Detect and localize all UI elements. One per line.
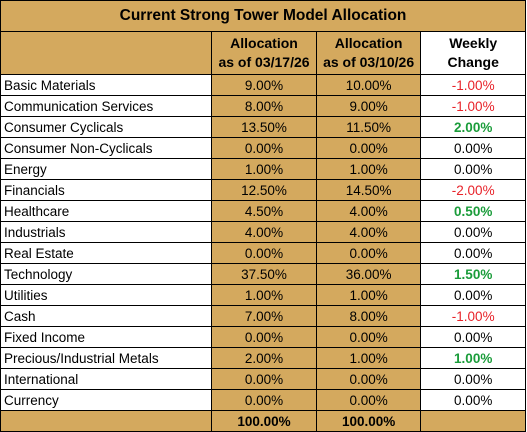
sector-name: Utilities: [0, 284, 213, 306]
allocation-current: 2.00%: [211, 347, 317, 369]
weekly-change: 1.50%: [420, 263, 526, 285]
table-row: Financials 12.50% 14.50% -2.00%: [0, 179, 526, 201]
header-allocation-previous: Allocation as of 03/10/26: [315, 31, 422, 75]
allocation-previous: 4.00%: [315, 221, 422, 243]
allocation-current: 12.50%: [211, 179, 317, 201]
allocation-previous: 1.00%: [315, 158, 422, 180]
weekly-change: 0.00%: [420, 368, 526, 390]
weekly-change: 2.00%: [420, 116, 526, 138]
allocation-previous: 0.00%: [315, 389, 422, 411]
header-b-line2: as of 03/10/26: [323, 54, 415, 70]
allocation-current: 9.00%: [211, 74, 317, 96]
allocation-previous: 1.00%: [315, 284, 422, 306]
header-row: Allocation as of 03/17/26 Allocation as …: [0, 31, 526, 75]
allocation-previous: 1.00%: [315, 347, 422, 369]
table-row: Basic Materials 9.00% 10.00% -1.00%: [0, 74, 526, 96]
sector-name: Healthcare: [0, 200, 213, 222]
allocation-previous: 9.00%: [315, 95, 422, 117]
allocation-current: 13.50%: [211, 116, 317, 138]
sector-name: Industrials: [0, 221, 213, 243]
sector-name: Basic Materials: [0, 74, 213, 96]
table-row: Real Estate 0.00% 0.00% 0.00%: [0, 242, 526, 264]
allocation-previous: 10.00%: [315, 74, 422, 96]
total-label-cell: [0, 410, 213, 432]
sector-name: Precious/Industrial Metals: [0, 347, 213, 369]
table-row: Consumer Cyclicals 13.50% 11.50% 2.00%: [0, 116, 526, 138]
sector-name: Energy: [0, 158, 213, 180]
header-allocation-current: Allocation as of 03/17/26: [211, 31, 317, 75]
allocation-current: 4.00%: [211, 221, 317, 243]
weekly-change: -2.00%: [420, 179, 526, 201]
allocation-current: 1.00%: [211, 284, 317, 306]
weekly-change: 0.50%: [420, 200, 526, 222]
allocation-current: 0.00%: [211, 389, 317, 411]
sector-name: Fixed Income: [0, 326, 213, 348]
allocation-previous: 8.00%: [315, 305, 422, 327]
weekly-change: -1.00%: [420, 305, 526, 327]
table-row: Utilities 1.00% 1.00% 0.00%: [0, 284, 526, 306]
allocation-previous: 4.00%: [315, 200, 422, 222]
weekly-change: 0.00%: [420, 389, 526, 411]
total-b: 100.00%: [315, 410, 422, 432]
table-row: International 0.00% 0.00% 0.00%: [0, 368, 526, 390]
table-row: Industrials 4.00% 4.00% 0.00%: [0, 221, 526, 243]
header-c-line2: Change: [447, 54, 499, 70]
table-row: Consumer Non-Cyclicals 0.00% 0.00% 0.00%: [0, 137, 526, 159]
table-row: Cash 7.00% 8.00% -1.00%: [0, 305, 526, 327]
table-row: Healthcare 4.50% 4.00% 0.50%: [0, 200, 526, 222]
allocation-current: 4.50%: [211, 200, 317, 222]
allocation-current: 0.00%: [211, 368, 317, 390]
header-sector: [0, 31, 213, 75]
sector-name: Technology: [0, 263, 213, 285]
sector-name: Real Estate: [0, 242, 213, 264]
sector-name: Consumer Non-Cyclicals: [0, 137, 213, 159]
allocation-current: 0.00%: [211, 137, 317, 159]
table-row: Fixed Income 0.00% 0.00% 0.00%: [0, 326, 526, 348]
allocation-previous: 0.00%: [315, 137, 422, 159]
total-change-cell: [420, 410, 526, 432]
allocation-current: 37.50%: [211, 263, 317, 285]
allocation-previous: 14.50%: [315, 179, 422, 201]
weekly-change: 0.00%: [420, 242, 526, 264]
allocation-current: 7.00%: [211, 305, 317, 327]
allocation-previous: 36.00%: [315, 263, 422, 285]
weekly-change: 0.00%: [420, 221, 526, 243]
header-b-line1: Allocation: [334, 35, 403, 51]
header-c-line1: Weekly: [449, 35, 498, 51]
sector-name: Financials: [0, 179, 213, 201]
title-row: Current Strong Tower Model Allocation: [0, 0, 526, 32]
total-row: 100.00% 100.00%: [0, 410, 526, 432]
sector-name: Consumer Cyclicals: [0, 116, 213, 138]
weekly-change: -1.00%: [420, 74, 526, 96]
weekly-change: 0.00%: [420, 158, 526, 180]
table-row: Technology 37.50% 36.00% 1.50%: [0, 263, 526, 285]
header-weekly-change: Weekly Change: [420, 31, 526, 75]
header-a-line2: as of 03/17/26: [218, 54, 310, 70]
sector-name: Cash: [0, 305, 213, 327]
total-a: 100.00%: [211, 410, 317, 432]
weekly-change: 1.00%: [420, 347, 526, 369]
table-title: Current Strong Tower Model Allocation: [0, 0, 526, 32]
table-row: Precious/Industrial Metals 2.00% 1.00% 1.00…: [0, 347, 526, 369]
weekly-change: 0.00%: [420, 326, 526, 348]
sector-name: International: [0, 368, 213, 390]
allocation-previous: 11.50%: [315, 116, 422, 138]
allocation-current: 0.00%: [211, 326, 317, 348]
weekly-change: -1.00%: [420, 95, 526, 117]
allocation-current: 1.00%: [211, 158, 317, 180]
allocation-previous: 0.00%: [315, 368, 422, 390]
sector-name: Currency: [0, 389, 213, 411]
allocation-previous: 0.00%: [315, 242, 422, 264]
weekly-change: 0.00%: [420, 284, 526, 306]
table-row: Currency 0.00% 0.00% 0.00%: [0, 389, 526, 411]
weekly-change: 0.00%: [420, 137, 526, 159]
table-row: Communication Services 8.00% 9.00% -1.00%: [0, 95, 526, 117]
allocation-current: 8.00%: [211, 95, 317, 117]
header-a-line1: Allocation: [230, 35, 298, 51]
allocation-previous: 0.00%: [315, 326, 422, 348]
table-row: Energy 1.00% 1.00% 0.00%: [0, 158, 526, 180]
allocation-current: 0.00%: [211, 242, 317, 264]
sector-name: Communication Services: [0, 95, 213, 117]
